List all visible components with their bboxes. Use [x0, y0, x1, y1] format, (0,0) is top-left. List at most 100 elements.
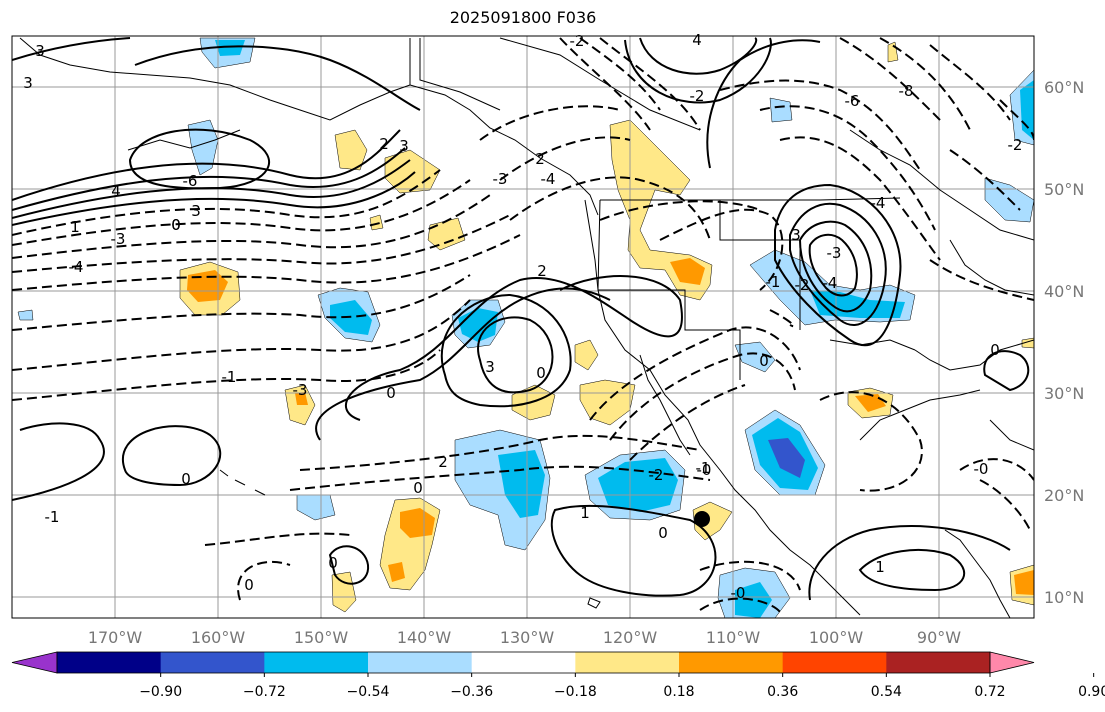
contour-value-label: 0 — [536, 364, 546, 382]
very-strong-negative-core — [768, 438, 805, 478]
latitude-label: 30°N — [1044, 384, 1084, 403]
contour-value-label: 0 — [413, 479, 423, 497]
contour-value-label: -1 — [696, 459, 711, 477]
colorbar-tick-label: 0.36 — [767, 684, 798, 700]
contour-value-label: 2 — [537, 262, 547, 280]
latitude-label: 50°N — [1044, 180, 1084, 199]
colorbar-segment — [886, 652, 991, 673]
contour-value-label: 3 — [191, 202, 201, 220]
negative-contours — [12, 37, 1034, 613]
contour-value-label: -3 — [293, 381, 308, 399]
contour-value-label: -1 — [45, 508, 60, 526]
colorbar-max-extend — [989, 651, 1035, 674]
contour-value-label: 1 — [875, 558, 885, 576]
longitude-label: 90°W — [917, 628, 961, 647]
contour-value-label: 0 — [171, 216, 181, 234]
contour-value-label: 0 — [386, 384, 396, 402]
contour-value-label: 2 — [438, 453, 448, 471]
contour-value-label: -6 — [183, 172, 198, 190]
colorbar-segment — [264, 652, 369, 673]
colorbar-tick-label: 0.54 — [871, 684, 902, 700]
colorbar-tick-label: −0.36 — [450, 684, 493, 700]
contour-value-label: -3 — [493, 170, 508, 188]
colorbar-tick-label: −0.18 — [554, 684, 597, 700]
colorbar-tick-label: −0.72 — [243, 684, 286, 700]
longitude-label: 110°W — [706, 628, 761, 647]
contour-value-label: -4 — [823, 274, 838, 292]
contour-value-label: 0 — [759, 352, 769, 370]
longitude-label: 170°W — [88, 628, 143, 647]
contour-value-label: -0 — [731, 584, 746, 602]
latitude-label: 40°N — [1044, 282, 1084, 301]
contour-value-label: -3 — [827, 244, 842, 262]
longitude-label: 130°W — [500, 628, 555, 647]
contour-value-label: -4 — [541, 170, 556, 188]
contour-value-label: -2 — [1008, 136, 1023, 154]
contour-value-label: 0 — [181, 470, 191, 488]
contour-value-label: -0 — [974, 460, 989, 478]
contour-value-label: 1 — [70, 218, 80, 236]
contour-value-label: 3 — [35, 42, 45, 60]
latitude-label: 60°N — [1044, 78, 1084, 97]
colorbar-tick-label: 0.18 — [663, 684, 694, 700]
contour-value-label: -4 — [871, 194, 886, 212]
colorbar-tick-label: −0.54 — [347, 684, 390, 700]
colorbar-tick-label: 0.90 — [1078, 684, 1105, 700]
contour-value-label: -2 — [570, 32, 585, 50]
contour-value-label: 3 — [23, 74, 33, 92]
contour-value-label: -6 — [845, 92, 860, 110]
contour-value-label: 4 — [692, 31, 702, 49]
contour-value-label: 1 — [580, 504, 590, 522]
anomaly-shading — [17, 37, 1034, 618]
latitude-label: 20°N — [1044, 486, 1084, 505]
contour-value-label: 0 — [244, 576, 254, 594]
contour-value-label: -1 — [766, 273, 781, 291]
negative-anomaly-areas — [17, 37, 1034, 618]
contour-value-label: -1 — [222, 368, 237, 386]
longitude-label: 160°W — [191, 628, 246, 647]
colorbar-min-extend — [11, 651, 58, 674]
colorbar-segment — [575, 652, 680, 673]
contour-value-label: 0 — [658, 524, 668, 542]
colorbar: −0.90 −0.72 −0.54 −0.36 −0.18 0.18 0.36 0.54 0.7… — [11, 651, 1105, 700]
contour-value-label: 4 — [111, 182, 121, 200]
colorbar-tick-label: 0.72 — [974, 684, 1005, 700]
contour-value-label: 0 — [171, 216, 181, 234]
positive-contours — [12, 37, 1030, 601]
longitude-label: 120°W — [603, 628, 658, 647]
latitude-axis: 60°N 50°N 40°N 30°N 20°N 10°N — [1044, 78, 1084, 607]
longitude-label: 140°W — [397, 628, 452, 647]
contour-value-label: -2 — [649, 466, 664, 484]
contour-value-label: 2 — [535, 150, 545, 168]
graticule — [12, 36, 1034, 618]
colorbar-segment — [160, 652, 265, 673]
contour-value-label: 3 — [791, 226, 801, 244]
longitude-label: 150°W — [294, 628, 349, 647]
contour-lines — [12, 37, 1034, 613]
colorbar-segment — [679, 652, 784, 673]
contour-value-label: 2 — [379, 135, 389, 153]
contour-value-label: -2 — [690, 87, 705, 105]
latitude-label: 10°N — [1044, 588, 1084, 607]
colorbar-segment — [782, 652, 887, 673]
longitude-label: 100°W — [809, 628, 864, 647]
colorbar-segment — [57, 652, 162, 673]
colorbar-tick-label: −0.90 — [139, 684, 182, 700]
contour-value-label: 0 — [990, 341, 1000, 359]
contour-value-label: -8 — [899, 82, 914, 100]
contour-value-label: 0 — [328, 554, 338, 572]
map-title: 2025091800 F036 — [449, 8, 597, 27]
coastlines — [19, 37, 1034, 618]
contour-value-label: 3 — [485, 358, 495, 376]
contour-value-label: -3 — [111, 230, 126, 248]
contour-value-label: -4 — [69, 258, 84, 276]
station-marker — [694, 511, 710, 527]
colorbar-segment — [368, 652, 473, 673]
contour-value-label: -2 — [795, 276, 810, 294]
contour-value-label: 3 — [399, 137, 409, 155]
contour-value-label: -0 — [697, 461, 712, 479]
colorbar-segment — [471, 652, 576, 673]
map-frame — [11, 35, 1035, 619]
